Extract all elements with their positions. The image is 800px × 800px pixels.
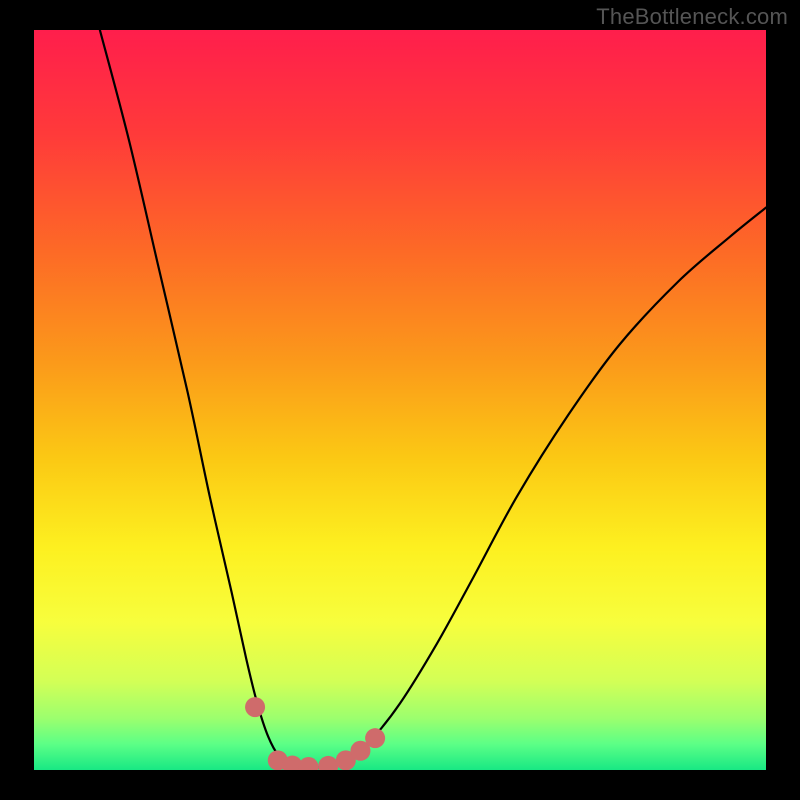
plot-background bbox=[34, 30, 766, 770]
marker-point bbox=[365, 728, 385, 748]
watermark-text: TheBottleneck.com bbox=[596, 4, 788, 30]
bottleneck-chart bbox=[0, 0, 800, 800]
marker-point bbox=[245, 697, 265, 717]
